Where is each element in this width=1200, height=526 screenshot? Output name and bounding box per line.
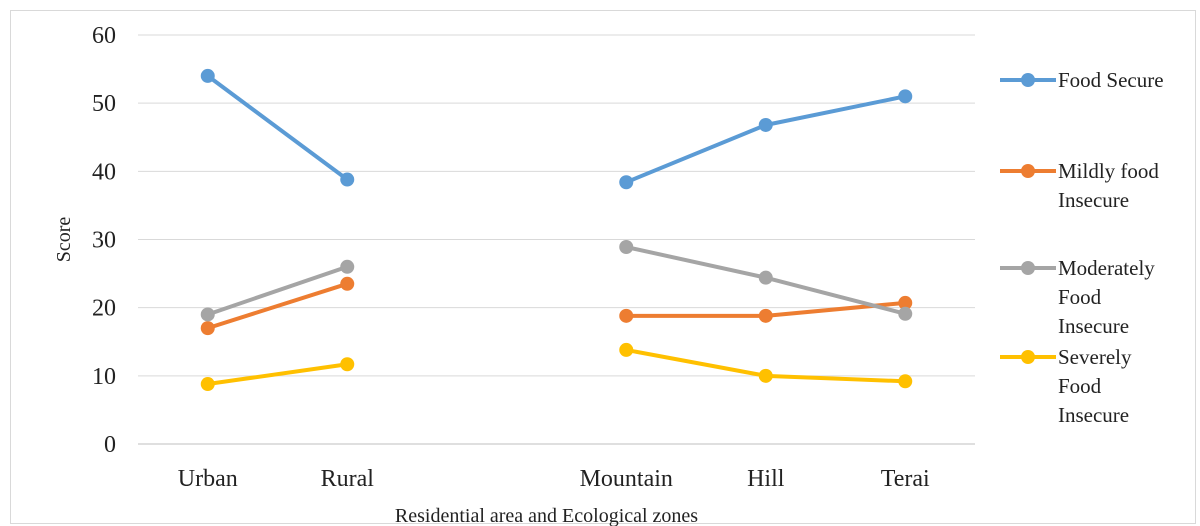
y-tick-label: 40 <box>92 159 116 185</box>
legend-label-0: Food Secure <box>1058 68 1164 92</box>
legend-label-1: Mildly food <box>1058 159 1159 183</box>
data-point-1-urban <box>201 321 215 335</box>
y-tick-label: 20 <box>92 296 116 322</box>
legend-marker-1 <box>1021 164 1035 178</box>
y-axis-title: Score <box>53 217 75 263</box>
legend-marker-2 <box>1021 261 1035 275</box>
y-tick-label: 60 <box>92 23 116 49</box>
data-point-2-mountain <box>619 240 633 254</box>
series-line-0-segment-0 <box>208 76 348 180</box>
data-point-2-terai <box>898 307 912 321</box>
data-point-3-terai <box>898 374 912 388</box>
data-point-0-mountain <box>619 175 633 189</box>
legend-marker-0 <box>1021 73 1035 87</box>
legend-label-2: Insecure <box>1058 314 1129 338</box>
data-point-3-urban <box>201 377 215 391</box>
series-line-0-segment-1 <box>626 96 905 182</box>
legend-label-2: Moderately <box>1058 256 1155 280</box>
y-tick-label: 50 <box>92 91 116 117</box>
data-point-1-rural <box>340 277 354 291</box>
legend-marker-3 <box>1021 350 1035 364</box>
data-point-3-mountain <box>619 343 633 357</box>
legend-label-2: Food <box>1058 285 1102 309</box>
data-point-2-rural <box>340 260 354 274</box>
series-line-3-segment-0 <box>208 364 348 384</box>
x-tick-label: Rural <box>321 466 375 492</box>
y-tick-label: 10 <box>92 364 116 390</box>
x-tick-label: Mountain <box>580 466 673 492</box>
x-tick-label: Hill <box>747 466 785 492</box>
data-point-2-hill <box>759 271 773 285</box>
data-point-0-hill <box>759 118 773 132</box>
legend-label-3: Insecure <box>1058 403 1129 427</box>
data-point-0-rural <box>340 173 354 187</box>
y-tick-label: 0 <box>104 432 116 458</box>
data-point-0-urban <box>201 69 215 83</box>
data-point-3-hill <box>759 369 773 383</box>
x-tick-label: Terai <box>881 466 930 492</box>
data-point-2-urban <box>201 307 215 321</box>
legend-label-1: Insecure <box>1058 188 1129 212</box>
x-axis-title: Residential area and Ecological zones <box>395 505 698 526</box>
legend-label-3: Severely <box>1058 345 1132 369</box>
data-point-1-mountain <box>619 309 633 323</box>
data-point-0-terai <box>898 89 912 103</box>
data-point-3-rural <box>340 357 354 371</box>
legend-label-3: Food <box>1058 374 1102 398</box>
x-tick-label: Urban <box>178 466 238 492</box>
y-tick-label: 30 <box>92 228 116 254</box>
data-point-1-hill <box>759 309 773 323</box>
